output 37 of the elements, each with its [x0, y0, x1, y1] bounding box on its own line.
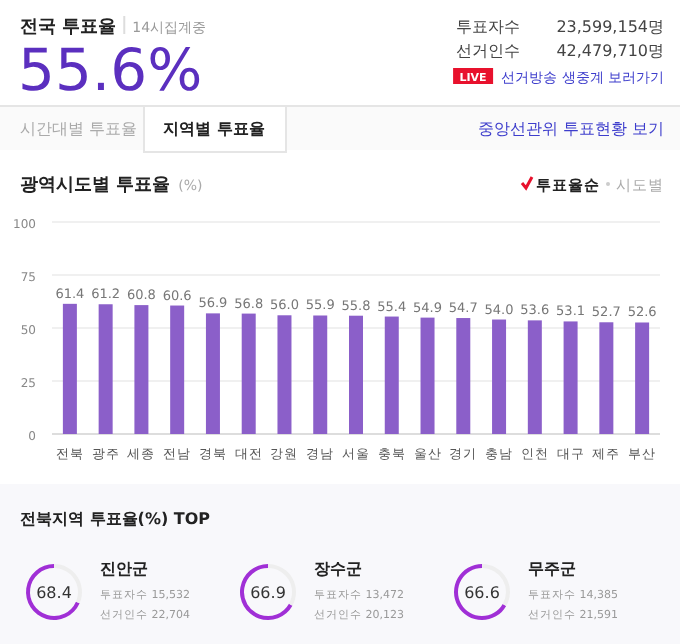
- bar: [170, 305, 185, 434]
- text: 55.6%: [18, 36, 203, 104]
- text: 선거인수: [456, 42, 520, 60]
- data-label: 66.9: [250, 584, 286, 602]
- bar: [349, 315, 363, 434]
- bar: [134, 305, 149, 434]
- bar: [563, 321, 578, 434]
- bar: [635, 322, 650, 434]
- bar: [277, 315, 292, 434]
- text: 장수군: [314, 560, 362, 578]
- text: 무주군: [528, 560, 576, 578]
- bar: [599, 322, 614, 434]
- bar: [98, 304, 113, 434]
- text: 중앙선관위 투표현황 보기: [477, 120, 664, 138]
- bar: [527, 320, 542, 434]
- donut-slice: [454, 564, 507, 620]
- donut-slice: [26, 564, 80, 620]
- bar: [205, 313, 220, 434]
- data-label: 68.4: [36, 584, 72, 602]
- text: 투표자수: [456, 18, 520, 36]
- bar: [241, 313, 256, 434]
- chart-title: 광역시도별 투표율: [20, 176, 171, 196]
- bar: [456, 318, 471, 434]
- donut-slice: [240, 564, 293, 620]
- bar: [62, 303, 77, 434]
- text: 시간대별 투표율: [20, 120, 138, 138]
- bar: [492, 319, 507, 434]
- text: 전북지역 투표율(%) TOP: [20, 510, 211, 528]
- text: 23,599,154명: [556, 18, 664, 36]
- text: 진안군: [100, 560, 148, 578]
- bar: [420, 317, 435, 434]
- text: 전국 투표율: [20, 18, 117, 38]
- text: 지역별 투표율: [161, 120, 265, 138]
- bar: [384, 316, 399, 434]
- bar: [313, 315, 328, 434]
- data-label: 66.6: [464, 584, 500, 602]
- text: 42,479,710명: [556, 42, 664, 60]
